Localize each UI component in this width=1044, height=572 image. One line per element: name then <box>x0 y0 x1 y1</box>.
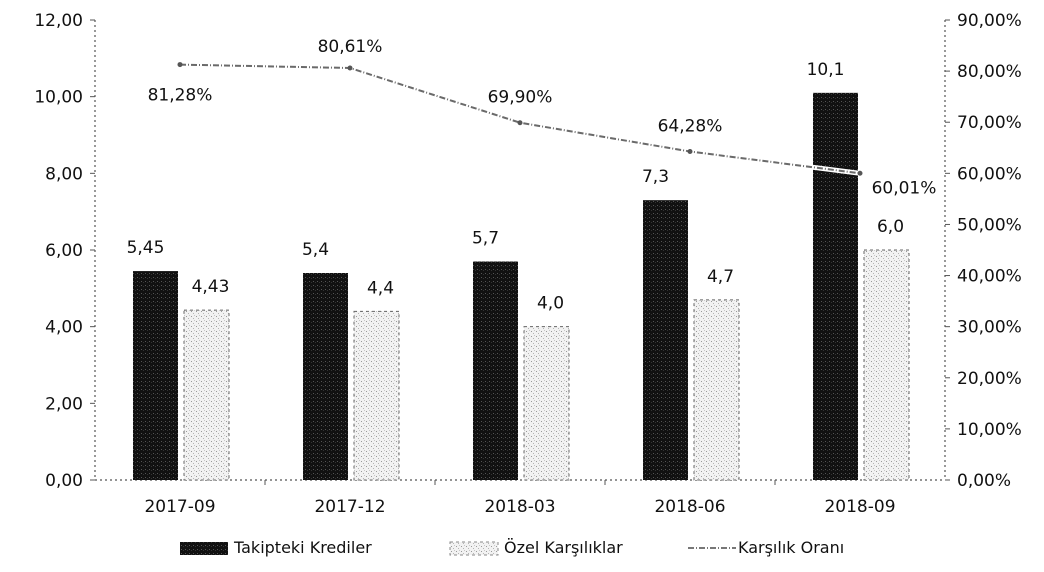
x-tick-label: 2018-09 <box>824 497 895 517</box>
data-label-takipteki-krediler: 7,3 <box>642 167 669 187</box>
right-tick-label: 50,00% <box>957 215 1022 235</box>
bar-takipteki-krediler <box>813 92 858 480</box>
line-karsilik-orani-halo <box>179 62 861 176</box>
bar-ozel-karsiliklar <box>863 249 910 481</box>
right-tick-label: 60,00% <box>957 164 1022 184</box>
legend-label-ozel-karsiliklar: Özel Karşılıklar <box>504 538 623 557</box>
left-tick-label: 12,00 <box>34 11 83 31</box>
bar-takipteki-krediler <box>643 200 688 480</box>
bars <box>133 92 910 481</box>
data-label-takipteki-krediler: 5,4 <box>302 240 329 260</box>
x-tick-label: 2017-12 <box>314 497 385 517</box>
point-karsilik-orani <box>687 148 693 154</box>
bar-takipteki-krediler <box>473 261 518 480</box>
line-karsilik-orani <box>179 63 861 175</box>
legend-swatch-ozel-karsiliklar <box>449 541 499 556</box>
data-label-karsilik-orani: 69,90% <box>488 88 553 108</box>
legend-swatch-takipteki-krediler <box>180 542 228 555</box>
data-label-karsilik-orani: 60,01% <box>872 178 937 198</box>
data-label-takipteki-krediler: 10,1 <box>807 60 845 80</box>
right-tick-label: 0,00% <box>957 471 1011 491</box>
bar-ozel-karsiliklar <box>693 299 740 481</box>
left-tick-label: 8,00 <box>45 164 83 184</box>
point-karsilik-orani <box>517 120 523 126</box>
point-karsilik-orani <box>857 170 863 176</box>
left-tick-label: 0,00 <box>45 471 83 491</box>
bar-takipteki-krediler <box>133 271 178 480</box>
data-label-ozel-karsiliklar: 4,0 <box>537 294 564 314</box>
right-tick-label: 20,00% <box>957 369 1022 389</box>
data-label-karsilik-orani: 81,28% <box>148 86 213 106</box>
left-tick-label: 4,00 <box>45 318 83 338</box>
point-karsilik-orani <box>347 65 353 71</box>
left-tick-label: 2,00 <box>45 394 83 414</box>
data-labels: 5,45 4,43 5,4 4,4 5,7 4,0 7,3 4,7 10,1 6,0 81,28% 8… <box>127 37 937 314</box>
right-tick-label: 90,00% <box>957 11 1022 31</box>
right-tick-label: 30,00% <box>957 318 1022 338</box>
data-label-karsilik-orani: 64,28% <box>658 116 723 136</box>
bar-ozel-karsiliklar <box>523 326 570 481</box>
bar-ozel-karsiliklar <box>183 309 230 481</box>
data-label-karsilik-orani: 80,61% <box>318 37 383 57</box>
right-tick-label: 80,00% <box>957 62 1022 82</box>
legend-label-takipteki-krediler: Takipteki Krediler <box>233 538 372 557</box>
x-tick-label: 2018-03 <box>484 497 555 517</box>
right-tick-label: 70,00% <box>957 113 1022 133</box>
line-series <box>177 62 863 176</box>
data-label-ozel-karsiliklar: 4,43 <box>192 277 230 297</box>
right-tick-label: 40,00% <box>957 267 1022 287</box>
data-label-takipteki-krediler: 5,45 <box>127 238 165 258</box>
x-tick-label: 2018-06 <box>654 497 725 517</box>
legend: Takipteki Krediler Özel Karşılıklar Karşıl… <box>180 538 844 557</box>
bar-ozel-karsiliklar <box>353 310 400 481</box>
data-label-ozel-karsiliklar: 6,0 <box>877 217 904 237</box>
legend-label-karsilik-orani: Karşılık Oranı <box>738 538 844 557</box>
x-tick-label: 2017-09 <box>144 497 215 517</box>
left-tick-label: 6,00 <box>45 241 83 261</box>
point-karsilik-orani <box>177 62 183 68</box>
data-label-takipteki-krediler: 5,7 <box>472 229 499 249</box>
bar-takipteki-krediler <box>303 273 348 480</box>
left-tick-label: 10,00 <box>34 88 83 108</box>
right-tick-label: 10,00% <box>957 420 1022 440</box>
data-label-ozel-karsiliklar: 4,4 <box>367 278 394 298</box>
data-label-ozel-karsiliklar: 4,7 <box>707 267 734 287</box>
axes: 0,00 2,00 4,00 6,00 8,00 10,00 12,00 0,00% 10,00… <box>34 11 1022 517</box>
